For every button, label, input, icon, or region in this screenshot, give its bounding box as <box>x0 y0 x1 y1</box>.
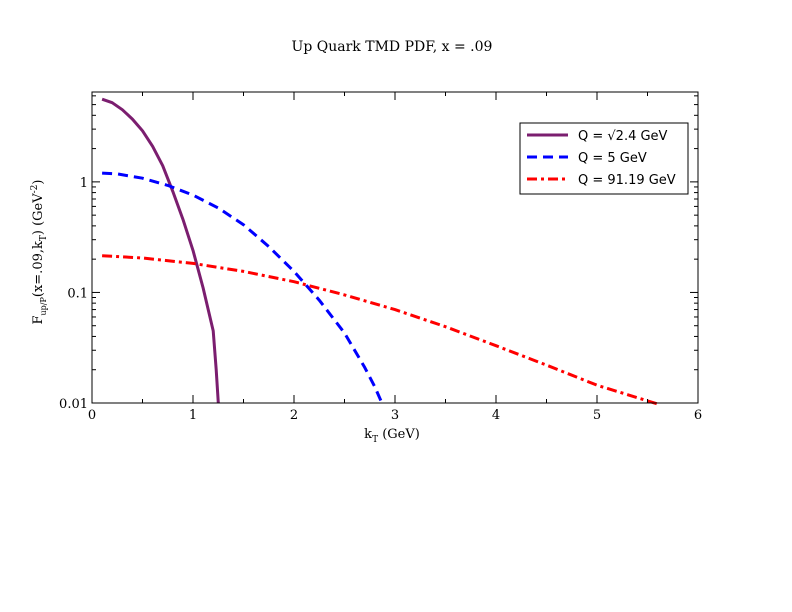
x-tick-label: 5 <box>593 408 601 423</box>
chart-title: Up Quark TMD PDF, x = .09 <box>292 39 493 55</box>
series-line-3 <box>102 254 659 406</box>
x-tick-label: 6 <box>694 408 702 423</box>
y-axis: 0.01 0.1 1 <box>59 95 698 412</box>
x-tick-label: 4 <box>492 408 500 423</box>
x-axis-label: kT (GeV) <box>364 427 420 445</box>
y-tick-label: 0.01 <box>59 397 88 412</box>
x-tick-label: 1 <box>189 408 197 423</box>
y-axis-label: Fup/P(x=.09,kT) (GeV-2) <box>30 180 49 325</box>
y-tick-label: 0.1 <box>67 286 88 301</box>
x-tick-label: 0 <box>88 408 96 423</box>
series-line-2 <box>102 171 384 404</box>
legend-label-1: Q = √2.4 GeV <box>578 129 668 144</box>
legend-label-3: Q = 91.19 GeV <box>578 173 676 188</box>
legend-label-2: Q = 5 GeV <box>578 151 647 166</box>
x-axis: 0 1 2 3 4 5 6 <box>88 92 702 423</box>
x-tick-label: 3 <box>391 408 399 423</box>
y-tick-label: 1 <box>80 176 88 191</box>
legend: Q = √2.4 GeV Q = 5 GeV Q = 91.19 GeV <box>519 122 689 195</box>
series-line-1 <box>101 97 220 404</box>
series-layer <box>101 97 659 406</box>
x-tick-label: 2 <box>290 408 298 423</box>
plot-area: 0 1 2 3 4 5 6 0.01 0.1 1 <box>59 91 702 423</box>
